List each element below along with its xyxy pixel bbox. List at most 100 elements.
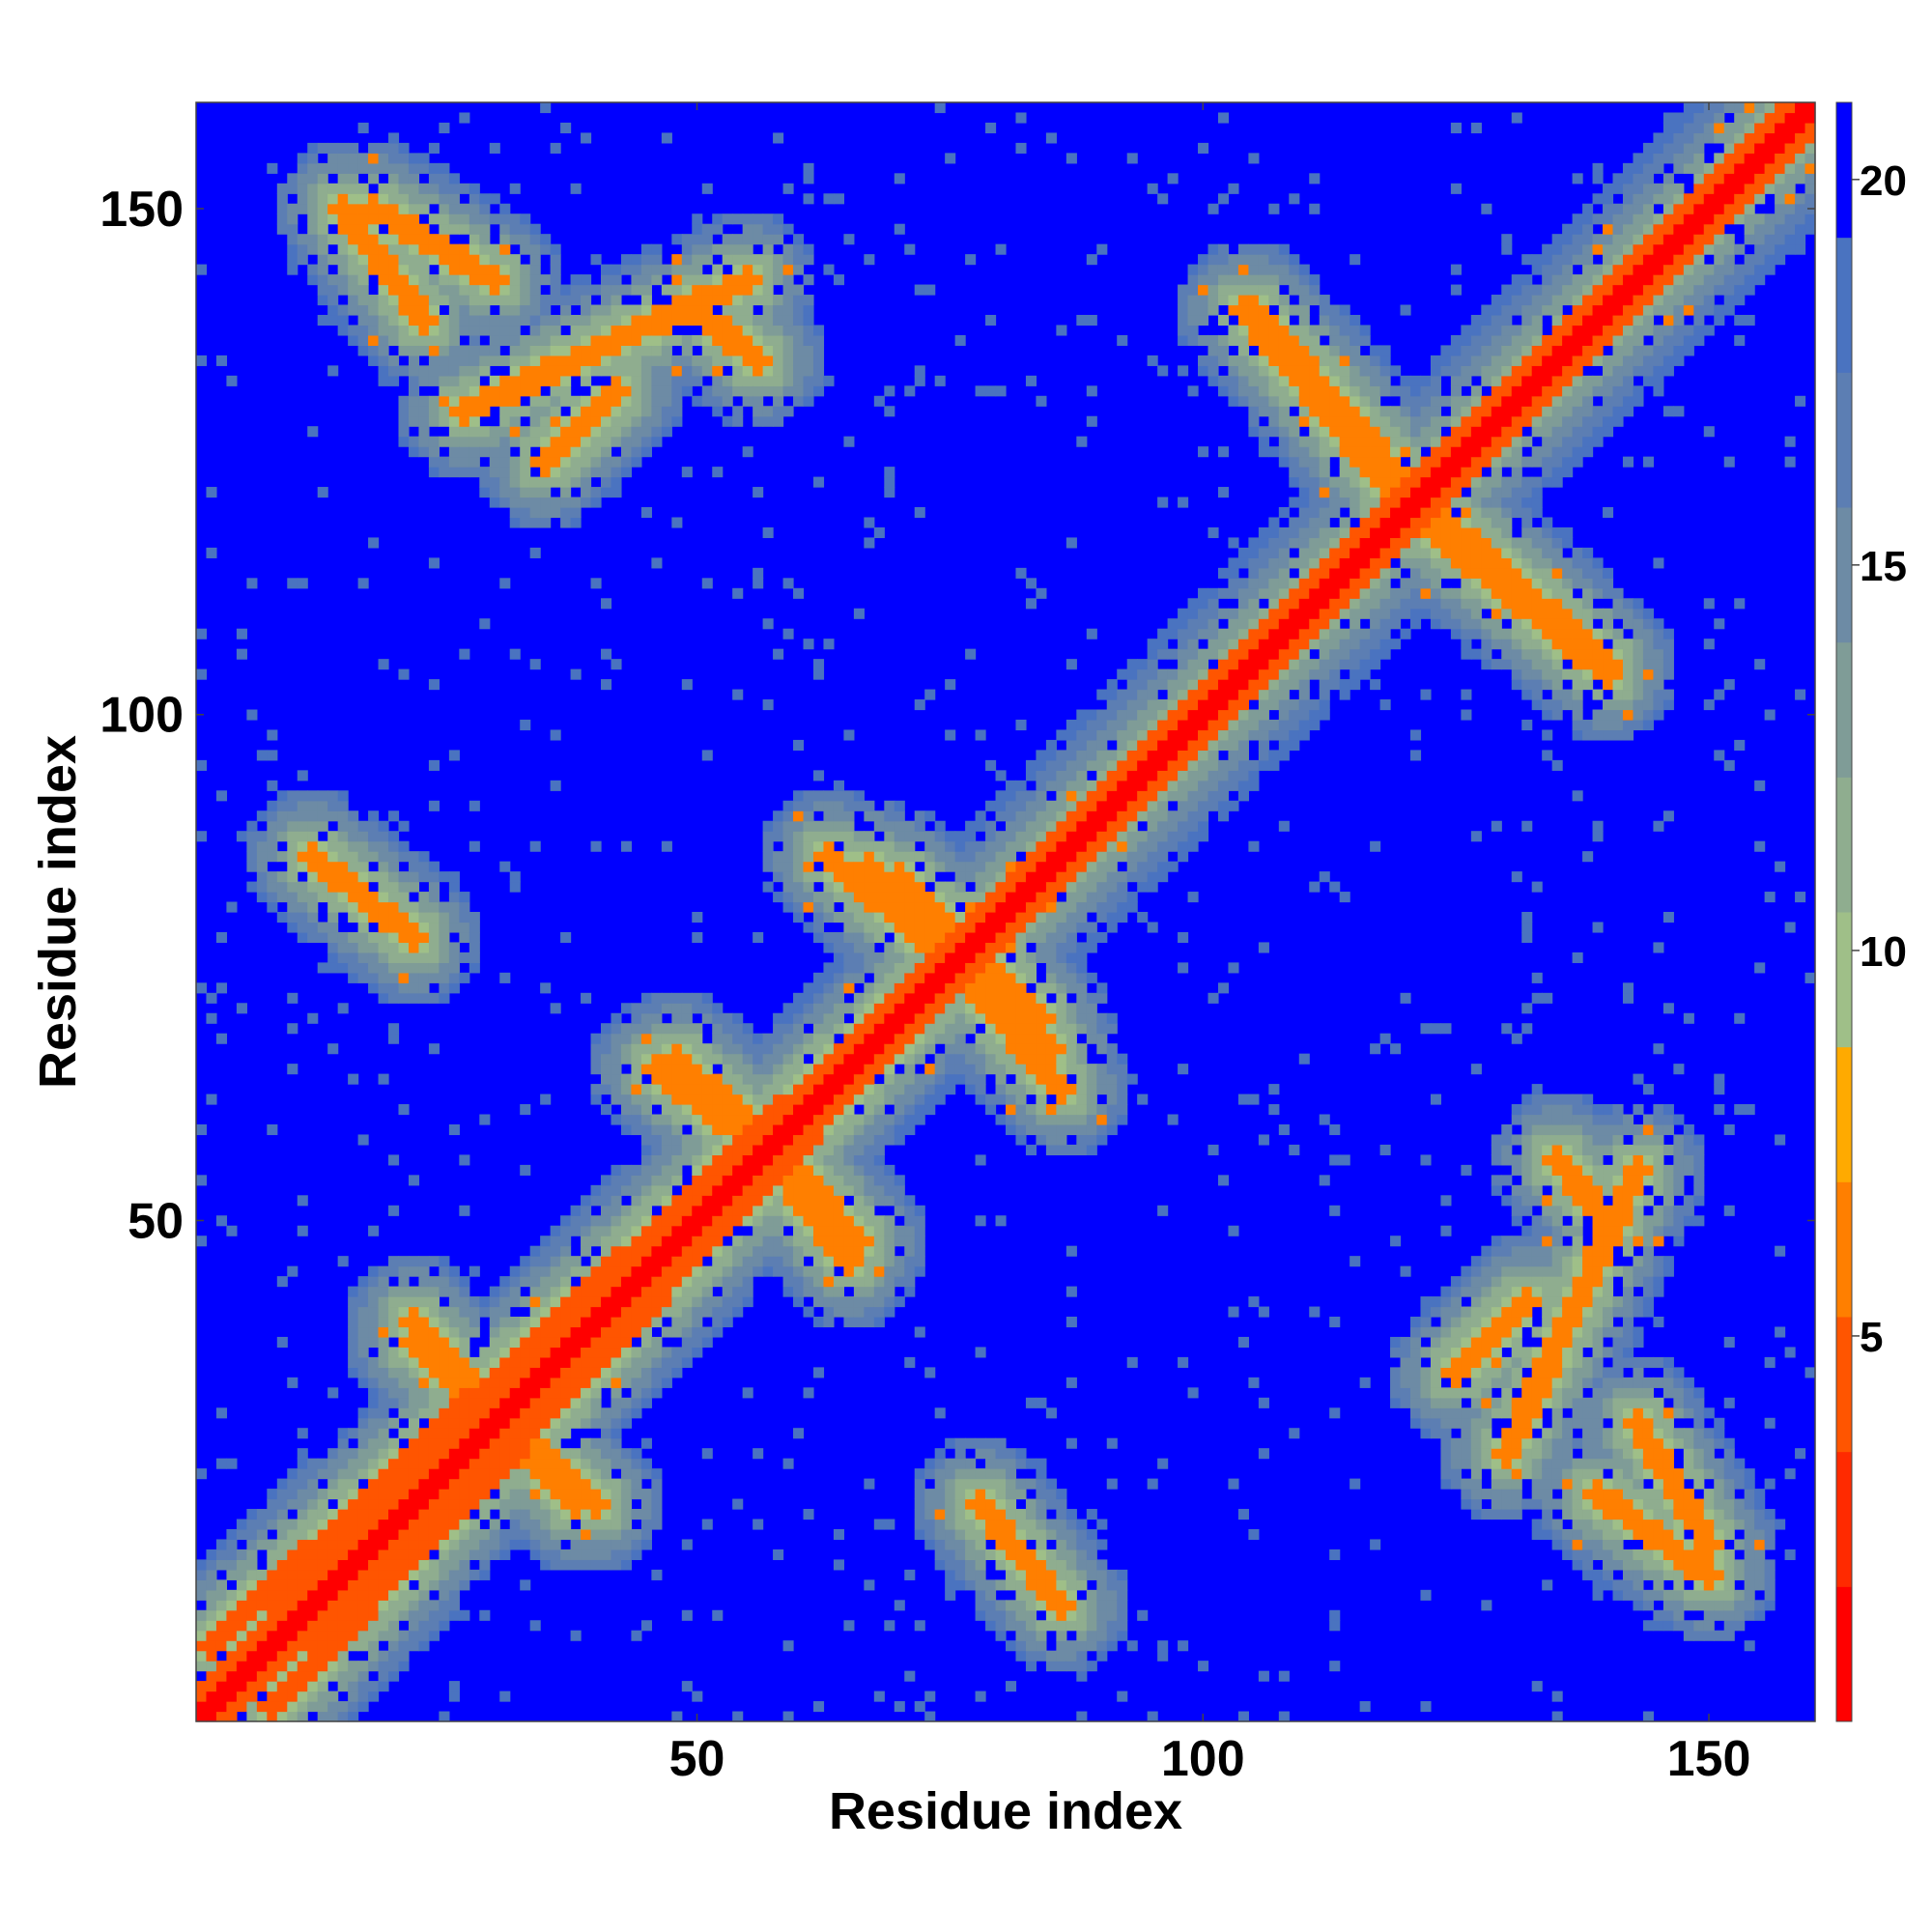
heatmap-cell [1015,1528,1027,1541]
heatmap-cell [601,1336,612,1349]
heatmap-cell [945,922,956,933]
heatmap-cell [640,264,652,275]
heatmap-cell [540,507,552,519]
heatmap-cell [904,962,916,974]
heatmap-cell [1056,851,1067,863]
heatmap-cell [864,871,875,883]
heatmap-cell [1086,385,1097,397]
heatmap-cell [1036,901,1047,913]
heatmap-cell [833,972,844,983]
heatmap-cell [509,314,521,327]
heatmap-cell [1076,1123,1088,1136]
heatmap-cell [459,952,470,963]
heatmap-cell [570,507,582,519]
heatmap-cell [853,1245,865,1257]
heatmap-cell [894,223,905,235]
heatmap-cell [1006,790,1017,802]
heatmap-cell [489,295,500,306]
heatmap-cell [934,992,946,1004]
heatmap-cell [581,1489,592,1500]
heatmap-cell [762,851,774,863]
heatmap-cell [459,243,470,255]
heatmap-cell [520,1265,531,1277]
heatmap-cell [762,345,774,356]
heatmap-cell [540,1236,552,1247]
heatmap-cell [489,1478,500,1490]
heatmap-cell [550,415,561,427]
heatmap-cell [651,1519,663,1530]
heatmap-cell [995,831,1007,842]
heatmap-cell [560,1236,572,1247]
heatmap-cell [732,345,744,356]
heatmap-cell [520,1397,531,1408]
heatmap-cell [864,831,875,842]
heatmap-cell [651,1296,663,1308]
heatmap-cell [1045,1620,1057,1632]
heatmap-cell [499,1489,511,1500]
heatmap-cell [601,1407,612,1419]
heatmap-cell [894,1094,905,1105]
heatmap-cell [357,1407,369,1419]
heatmap-cell [803,982,814,994]
heatmap-cell [732,1123,744,1136]
heatmap-cell [448,912,460,923]
heatmap-cell [1056,1012,1067,1024]
heatmap-cell [448,1428,460,1439]
heatmap-cell [428,446,440,458]
heatmap-cell [327,1579,339,1591]
heatmap-cell [712,1023,724,1035]
heatmap-cell [823,1175,835,1186]
heatmap-cell [479,446,491,458]
heatmap-cell [681,274,693,286]
heatmap-cell [884,1245,895,1257]
heatmap-cell [995,861,1007,872]
heatmap-cell [357,1640,369,1652]
heatmap-cell [388,1670,400,1682]
heatmap-cell [439,162,450,174]
heatmap-cell [196,1630,208,1641]
heatmap-cell [408,1569,420,1580]
heatmap-cell [317,173,328,185]
heatmap-cell [803,1073,814,1085]
heatmap-cell [843,831,855,842]
heatmap-cell [620,314,633,327]
heatmap-cell [408,1458,420,1469]
heatmap-cell [408,1336,420,1349]
heatmap-cell [327,365,339,377]
heatmap-cell [337,820,349,832]
heatmap-cell [448,314,460,327]
heatmap-cell [620,1498,633,1510]
heatmap-cell [1015,1650,1027,1662]
heatmap-cell [914,699,925,711]
heatmap-cell [590,467,602,478]
heatmap-cell [418,1317,430,1328]
heatmap-cell [388,1326,400,1338]
heatmap-cell [388,1569,400,1580]
heatmap-cell [459,922,470,933]
heatmap-cell [631,1458,642,1469]
heatmap-cell [348,1548,359,1560]
heatmap-cell [1065,892,1077,903]
heatmap-cell [924,992,936,1004]
heatmap-cell [581,467,592,478]
heatmap-cell [276,1609,288,1621]
heatmap-cell [307,264,319,275]
heatmap-cell [1006,962,1017,974]
heatmap-cell [1015,992,1027,1004]
heatmap-cell [873,1195,885,1207]
heatmap-cell [378,243,389,255]
heatmap-cell [317,851,328,863]
heatmap-cell [894,1236,905,1247]
heatmap-cell [803,1114,814,1125]
heatmap-cell [479,1468,491,1480]
heatmap-cell [793,820,805,832]
heatmap-cell [368,1609,380,1621]
heatmap-cell [803,1387,814,1399]
heatmap-cell [631,1053,642,1065]
heatmap-cell [985,385,997,397]
heatmap-cell [853,1053,865,1065]
heatmap-cell [712,1276,724,1288]
heatmap-cell [509,1407,521,1419]
heatmap-cell [337,892,349,903]
heatmap-cell [479,1478,491,1490]
